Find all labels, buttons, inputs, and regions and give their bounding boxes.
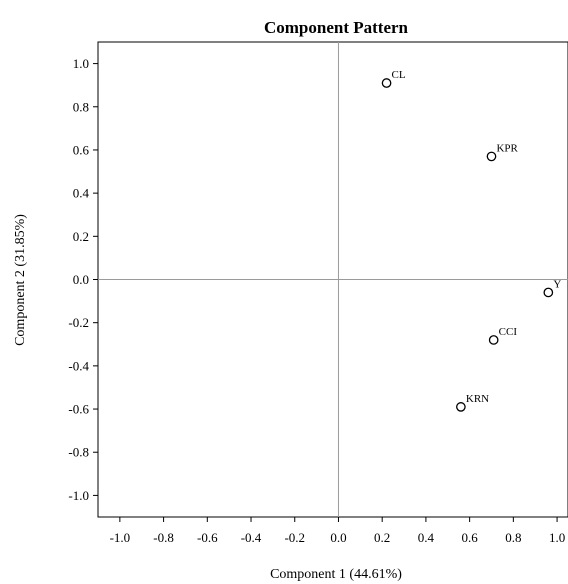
point-label-krn: KRN bbox=[466, 393, 489, 405]
x-tick-label: 0.0 bbox=[330, 530, 346, 545]
point-label-kpr: KPR bbox=[496, 142, 518, 154]
x-tick-label: 0.4 bbox=[418, 530, 435, 545]
x-tick-label: -1.0 bbox=[110, 530, 131, 545]
y-tick-label: 1.0 bbox=[73, 56, 89, 71]
point-marker-cci bbox=[488, 335, 499, 345]
y-tick-label: -1.0 bbox=[68, 488, 89, 503]
y-tick-label: 0.6 bbox=[73, 142, 90, 157]
x-tick-label: -0.8 bbox=[153, 530, 174, 545]
x-tick-label: 1.0 bbox=[549, 530, 565, 545]
point-label-cl: CL bbox=[392, 69, 406, 81]
point-marker-cl bbox=[381, 78, 392, 88]
point-label-y: Y bbox=[553, 278, 561, 290]
x-axis-ticks: -1.0 -0.8 -0.6 -0.4 -0.2 0.0 0.2 0.4 0.6 0.8 1.0 bbox=[110, 517, 565, 545]
x-tick-label: -0.6 bbox=[197, 530, 218, 545]
y-tick-label: -0.6 bbox=[68, 402, 89, 417]
y-tick-label: -0.2 bbox=[68, 315, 89, 330]
y-tick-label: 0.4 bbox=[73, 186, 90, 201]
x-axis-label: Component 1 (44.61%) bbox=[270, 567, 402, 582]
x-tick-label: 0.2 bbox=[374, 530, 390, 545]
point-label-cci: CCI bbox=[499, 326, 518, 338]
y-axis-label: Component 2 (31.85%) bbox=[13, 214, 28, 346]
y-tick-label: 0.2 bbox=[73, 229, 89, 244]
x-tick-label: -0.4 bbox=[241, 530, 262, 545]
point-marker-kpr bbox=[486, 151, 497, 162]
y-tick-label: -0.4 bbox=[68, 358, 89, 373]
y-tick-label: 0.8 bbox=[73, 99, 89, 114]
chart-title: Component Pattern bbox=[264, 18, 409, 37]
x-tick-label: 0.6 bbox=[462, 530, 479, 545]
point-marker-krn bbox=[456, 402, 466, 412]
point-marker-y bbox=[543, 287, 554, 298]
y-tick-label: -0.8 bbox=[68, 445, 89, 460]
x-tick-label: 0.8 bbox=[505, 530, 521, 545]
y-axis-ticks: 1.0 0.8 0.6 0.4 0.2 0.0 -0.2 -0.4 -0.6 -0.8 -1.0 bbox=[68, 56, 98, 503]
y-tick-label: 0.0 bbox=[73, 272, 89, 287]
scatter-points: CL KPR Y CCI KRN bbox=[381, 69, 561, 412]
x-tick-label: -0.2 bbox=[284, 530, 305, 545]
